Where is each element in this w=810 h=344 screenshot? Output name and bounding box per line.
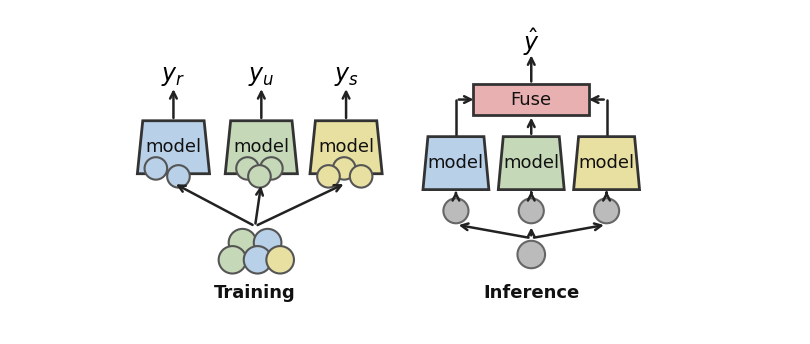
Text: $\hat{y}$: $\hat{y}$ — [522, 26, 539, 58]
Text: model: model — [145, 138, 202, 156]
Ellipse shape — [244, 246, 271, 273]
Ellipse shape — [333, 157, 356, 180]
Ellipse shape — [518, 241, 545, 268]
Text: Inference: Inference — [483, 284, 579, 302]
Text: model: model — [428, 154, 484, 172]
Ellipse shape — [266, 246, 294, 273]
Polygon shape — [310, 121, 382, 174]
Ellipse shape — [144, 157, 167, 180]
Ellipse shape — [350, 165, 373, 187]
Ellipse shape — [260, 157, 283, 180]
Text: model: model — [503, 154, 560, 172]
Text: $y_u$: $y_u$ — [248, 64, 275, 88]
Ellipse shape — [248, 165, 271, 187]
Ellipse shape — [254, 229, 281, 256]
Text: Training: Training — [214, 284, 296, 302]
Ellipse shape — [318, 165, 340, 187]
Ellipse shape — [228, 229, 256, 256]
Ellipse shape — [518, 198, 544, 223]
Polygon shape — [225, 121, 297, 174]
Text: model: model — [578, 154, 635, 172]
Bar — [473, 84, 590, 115]
Text: $y_s$: $y_s$ — [334, 64, 359, 88]
Ellipse shape — [443, 198, 468, 223]
Ellipse shape — [167, 165, 190, 187]
Text: $y_r$: $y_r$ — [161, 64, 185, 88]
Ellipse shape — [237, 157, 259, 180]
Text: model: model — [233, 138, 289, 156]
Polygon shape — [423, 137, 489, 190]
Polygon shape — [498, 137, 565, 190]
Text: model: model — [318, 138, 374, 156]
Ellipse shape — [219, 246, 246, 273]
Polygon shape — [138, 121, 210, 174]
Text: Fuse: Fuse — [510, 90, 552, 109]
Polygon shape — [573, 137, 640, 190]
Ellipse shape — [594, 198, 619, 223]
